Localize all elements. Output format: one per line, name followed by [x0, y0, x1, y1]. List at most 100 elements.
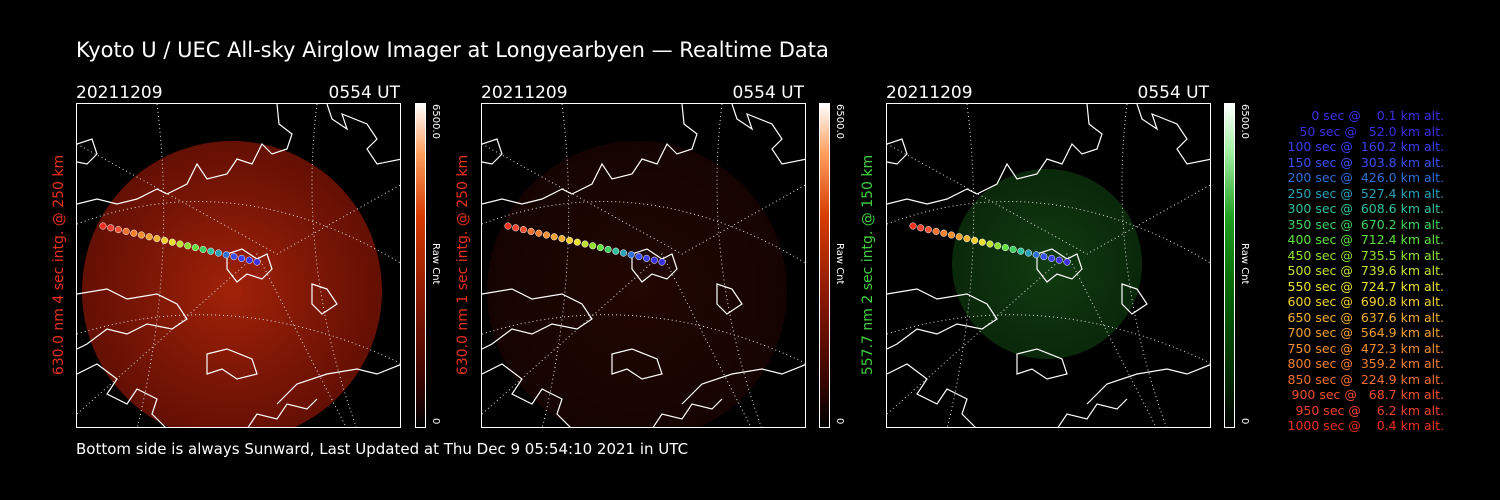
- trajectory-point: [566, 236, 574, 244]
- trajectory-point: [1017, 247, 1025, 255]
- trajectory-legend: 0 sec @ 0.1 km alt. 50 sec @ 52.0 km alt…: [1262, 108, 1445, 434]
- trajectory-point: [245, 256, 253, 264]
- trajectory-point: [627, 251, 635, 259]
- panel-2-colorbar-max: 6500.0: [834, 104, 845, 139]
- coastline: [206, 348, 258, 380]
- panel-1-side-label: 630.0 nm 4 sec intg. @ 250 km: [51, 154, 67, 376]
- latitude-line: [887, 201, 1210, 264]
- legend-entry: 1000 sec @ 0.4 km alt.: [1287, 418, 1444, 433]
- trajectory-point: [504, 222, 512, 230]
- trajectory-point: [153, 235, 161, 243]
- legend-entry: 900 sec @ 68.7 km alt.: [1287, 387, 1444, 402]
- coastline: [311, 283, 338, 315]
- trajectory-point: [527, 227, 535, 235]
- legend-entry: 350 sec @ 670.2 km alt.: [1283, 216, 1445, 232]
- trajectory-point: [168, 238, 176, 246]
- coastline: [482, 288, 593, 350]
- trajectory-point: [1048, 254, 1056, 262]
- coastline: [77, 363, 166, 427]
- coastline: [247, 398, 318, 427]
- trajectory-point: [635, 253, 643, 261]
- coastline: [631, 248, 678, 283]
- trajectory-point: [1001, 244, 1009, 252]
- trajectory-point: [940, 229, 948, 237]
- panel-1-colorbar-unit: Raw Cnt: [430, 243, 441, 285]
- trajectory-point: [963, 235, 971, 243]
- legend-entry: 650 sec @ 637.6 km alt.: [1283, 309, 1445, 325]
- trajectory-point: [650, 256, 658, 264]
- trajectory-point: [542, 231, 551, 239]
- legend-entry: 450 sec @ 735.5 km alt.: [1283, 247, 1445, 263]
- trajectory-point: [145, 233, 153, 241]
- airglow-disk: [82, 141, 382, 427]
- latitude-line: [482, 201, 805, 264]
- panel-1-colorbar: [415, 103, 426, 428]
- trajectory-point: [581, 240, 589, 248]
- trajectory-point: [1055, 256, 1063, 264]
- coastline: [1086, 364, 1210, 405]
- trajectory-point: [222, 251, 230, 259]
- panel-2-colorbar: [819, 103, 830, 428]
- panel-2-side-label: 630.0 nm 1 sec intg. @ 250 km: [455, 154, 471, 376]
- longitude-line: [311, 104, 357, 427]
- trajectory-point: [917, 224, 925, 232]
- coastline: [482, 138, 503, 165]
- trajectory-point: [214, 249, 223, 257]
- panel-2-colorbar-unit: Raw Cnt: [834, 243, 845, 285]
- panel-3-colorbar-min: 0: [1239, 418, 1250, 425]
- legend-entry: 850 sec @ 224.9 km alt.: [1283, 371, 1445, 387]
- trajectory-point: [573, 238, 581, 246]
- coastline: [1136, 104, 1210, 165]
- longitude-line: [482, 143, 805, 255]
- trajectory-point: [1040, 253, 1048, 261]
- panel-1-time: 0554 UT: [328, 83, 401, 103]
- trajectory-point: [589, 242, 597, 250]
- footer-note: Bottom side is always Sunward, Last Upda…: [76, 440, 689, 458]
- trajectory-point: [909, 222, 917, 230]
- coastline: [1036, 248, 1083, 283]
- legend-entry: 800 sec @ 359.2 km alt.: [1283, 356, 1445, 371]
- trajectory-point: [550, 233, 558, 241]
- trajectory-point: [978, 238, 986, 246]
- trajectory-point: [986, 240, 994, 248]
- trajectory-point: [122, 227, 130, 235]
- longitude-line: [716, 104, 762, 427]
- trajectory-point: [238, 254, 246, 262]
- trajectory-point: [955, 233, 963, 241]
- trajectory-point: [558, 235, 566, 243]
- panel-1-colorbar-min: 0: [430, 418, 441, 425]
- trajectory-point: [99, 222, 107, 230]
- legend-entry: 50 sec @ 52.0 km alt.: [1291, 123, 1444, 139]
- coastline: [652, 398, 723, 427]
- panel-2-colorbar-min: 0: [834, 418, 845, 425]
- legend-entry: 300 sec @ 608.6 km alt.: [1283, 201, 1445, 216]
- trajectory-point: [114, 226, 122, 234]
- coastline: [326, 104, 400, 165]
- trajectory-point: [1024, 249, 1033, 257]
- trajectory-point: [1009, 245, 1017, 253]
- coastline: [1016, 348, 1068, 380]
- legend-entry: 750 sec @ 472.3 km alt.: [1283, 340, 1445, 356]
- legend-entry: 200 sec @ 426.0 km alt.: [1283, 170, 1445, 185]
- coastline: [1121, 283, 1148, 315]
- airglow-disk: [487, 141, 787, 427]
- trajectory-point: [1063, 258, 1071, 266]
- coastline: [731, 104, 805, 165]
- trajectory-point: [604, 245, 612, 253]
- trajectory-point: [161, 236, 169, 244]
- coastline: [226, 248, 273, 283]
- coastline: [611, 348, 663, 380]
- trajectory-point: [658, 258, 666, 266]
- panel-3-colorbar-max: 6500.0: [1239, 104, 1250, 139]
- trajectory-point: [971, 236, 979, 244]
- trajectory-point: [519, 226, 527, 234]
- legend-entry: 700 sec @ 564.9 km alt.: [1283, 325, 1445, 340]
- panel-3-image: [886, 103, 1211, 428]
- trajectory-point: [1032, 251, 1040, 259]
- legend-entry: 100 sec @ 160.2 km alt.: [1283, 139, 1445, 154]
- panel-3-side-label: 557.7 nm 2 sec intg. @ 150 km: [860, 154, 876, 376]
- longitude-line: [482, 253, 752, 427]
- legend-entry: 0 sec @ 0.1 km alt.: [1299, 108, 1444, 123]
- trajectory-point: [932, 227, 940, 235]
- panel-1-date: 20211209: [76, 83, 163, 103]
